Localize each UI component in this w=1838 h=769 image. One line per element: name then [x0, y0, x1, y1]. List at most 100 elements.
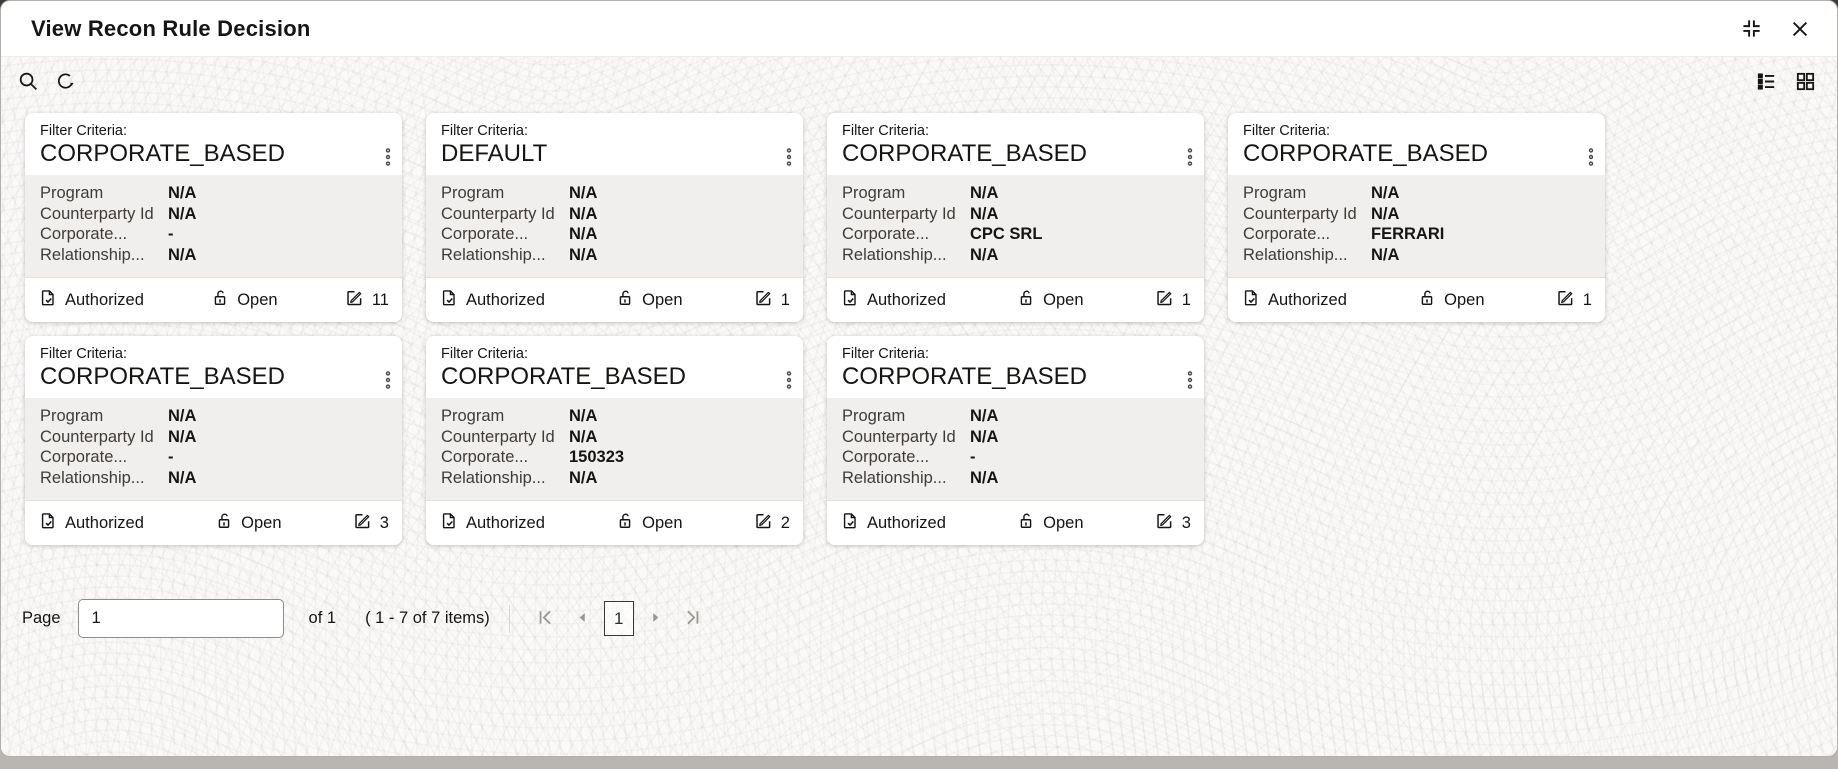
- page-input[interactable]: [77, 599, 284, 638]
- field-row-counterparty-id: Counterparty Id N/A: [40, 204, 387, 225]
- current-page-box[interactable]: 1: [603, 601, 634, 636]
- kebab-menu-button[interactable]: [1184, 145, 1196, 172]
- field-row-corporate: Corporate... -: [40, 447, 387, 468]
- authorized-label: Authorized: [867, 290, 946, 309]
- card-header: Filter Criteria: CORPORATE_BASED: [25, 336, 402, 398]
- field-value: N/A: [569, 225, 598, 243]
- collapse-button[interactable]: [1740, 17, 1763, 40]
- open-lock-icon: [1417, 288, 1437, 313]
- edit-count: 1: [1582, 290, 1592, 309]
- field-row-counterparty-id: Counterparty Id N/A: [441, 427, 788, 448]
- kebab-menu-button[interactable]: [783, 145, 795, 172]
- next-page-icon: [648, 610, 663, 628]
- open-status: Open: [214, 511, 282, 536]
- kebab-menu-icon: [785, 371, 793, 393]
- edit-count-badge[interactable]: 1: [753, 287, 790, 313]
- recon-rule-card: Filter Criteria: CORPORATE_BASED: [25, 113, 402, 322]
- card-fields: Program N/A Counterparty Id N/A Corporat…: [25, 398, 402, 500]
- edit-count-badge[interactable]: 2: [753, 510, 790, 536]
- field-value: N/A: [1371, 204, 1400, 223]
- kebab-menu-button[interactable]: [382, 145, 394, 172]
- authorized-icon: [38, 511, 58, 536]
- edit-count-badge[interactable]: 1: [1555, 287, 1592, 313]
- field-value: N/A: [168, 407, 197, 425]
- field-row-corporate: Corporate... N/A: [441, 224, 788, 245]
- field-row-counterparty-id: Counterparty Id N/A: [441, 204, 788, 225]
- field-value: N/A: [970, 184, 999, 202]
- open-status: Open: [1016, 511, 1084, 536]
- previous-page-button[interactable]: [565, 610, 600, 628]
- authorized-status: Authorized: [38, 288, 144, 313]
- grid-view-icon: [1794, 70, 1817, 93]
- edit-count-badge[interactable]: 11: [344, 287, 389, 313]
- edit-count-badge[interactable]: 1: [1154, 287, 1191, 313]
- authorized-status: Authorized: [38, 511, 144, 536]
- authorized-status: Authorized: [840, 288, 946, 313]
- card-title: CORPORATE_BASED: [1243, 140, 1488, 167]
- field-label: Corporate...: [40, 448, 128, 466]
- edit-count-badge[interactable]: 3: [1154, 510, 1191, 536]
- card-fields: Program N/A Counterparty Id N/A Corporat…: [426, 398, 803, 500]
- filter-criteria-label: Filter Criteria:: [40, 346, 128, 362]
- authorized-label: Authorized: [466, 290, 545, 309]
- field-row-program: Program N/A: [1243, 183, 1590, 204]
- open-label: Open: [1444, 290, 1485, 309]
- edit-count: 1: [780, 290, 790, 309]
- last-page-button[interactable]: [673, 608, 712, 630]
- kebab-menu-button[interactable]: [382, 368, 394, 395]
- authorized-icon: [38, 288, 58, 313]
- kebab-menu-icon: [1186, 148, 1194, 170]
- kebab-menu-button[interactable]: [1184, 368, 1196, 395]
- field-label: Relationship...: [1243, 245, 1348, 264]
- edit-icon: [1154, 287, 1175, 313]
- page-of-text: of 1: [308, 609, 337, 627]
- card-footer: Authorized Open: [1228, 277, 1605, 322]
- field-label: Counterparty Id: [441, 204, 555, 223]
- refresh-icon: [54, 70, 77, 93]
- card-fields: Program N/A Counterparty Id N/A Corporat…: [426, 175, 803, 277]
- recon-rule-card: Filter Criteria: CORPORATE_BASED: [426, 336, 803, 545]
- edit-count: 2: [780, 513, 790, 532]
- edit-count: 3: [1181, 513, 1191, 532]
- field-label: Corporate...: [40, 225, 128, 243]
- search-icon: [17, 70, 40, 93]
- open-lock-icon: [210, 288, 230, 313]
- field-value: N/A: [168, 184, 197, 202]
- field-row-program: Program N/A: [40, 406, 387, 427]
- card-fields: Program N/A Counterparty Id N/A Corporat…: [827, 398, 1204, 500]
- recon-rule-card: Filter Criteria: CORPORATE_BASED: [827, 113, 1204, 322]
- field-label: Program: [40, 184, 104, 202]
- field-label: Program: [842, 407, 906, 425]
- recon-rule-card: Filter Criteria: DEFAULT Progr: [426, 113, 803, 322]
- first-page-button[interactable]: [526, 608, 565, 630]
- refresh-button[interactable]: [54, 70, 77, 93]
- next-page-button[interactable]: [638, 610, 673, 628]
- open-lock-icon: [615, 511, 635, 536]
- kebab-menu-button[interactable]: [1585, 145, 1597, 172]
- close-button[interactable]: [1789, 18, 1811, 40]
- card-header: Filter Criteria: CORPORATE_BASED: [1228, 113, 1605, 175]
- edit-count-badge[interactable]: 3: [352, 510, 389, 536]
- field-label: Program: [40, 407, 104, 425]
- search-button[interactable]: [17, 70, 40, 93]
- card-title: DEFAULT: [441, 140, 548, 167]
- field-label: Counterparty Id: [441, 427, 555, 446]
- card-footer: Authorized Open: [827, 500, 1204, 545]
- toolbar: [1, 57, 1837, 105]
- card-footer: Authorized Open: [426, 277, 803, 322]
- field-value: N/A: [970, 427, 999, 446]
- field-value: N/A: [970, 468, 999, 487]
- authorized-icon: [840, 511, 860, 536]
- first-page-icon: [536, 608, 555, 630]
- field-value: -: [168, 225, 174, 243]
- authorized-icon: [439, 511, 459, 536]
- kebab-menu-button[interactable]: [783, 368, 795, 395]
- grid-view-button[interactable]: [1794, 70, 1817, 93]
- field-label: Counterparty Id: [40, 427, 154, 446]
- field-row-counterparty-id: Counterparty Id N/A: [842, 427, 1189, 448]
- authorized-status: Authorized: [439, 511, 545, 536]
- open-lock-icon: [1016, 511, 1036, 536]
- list-view-button[interactable]: [1755, 70, 1778, 93]
- field-row-corporate: Corporate... -: [842, 447, 1189, 468]
